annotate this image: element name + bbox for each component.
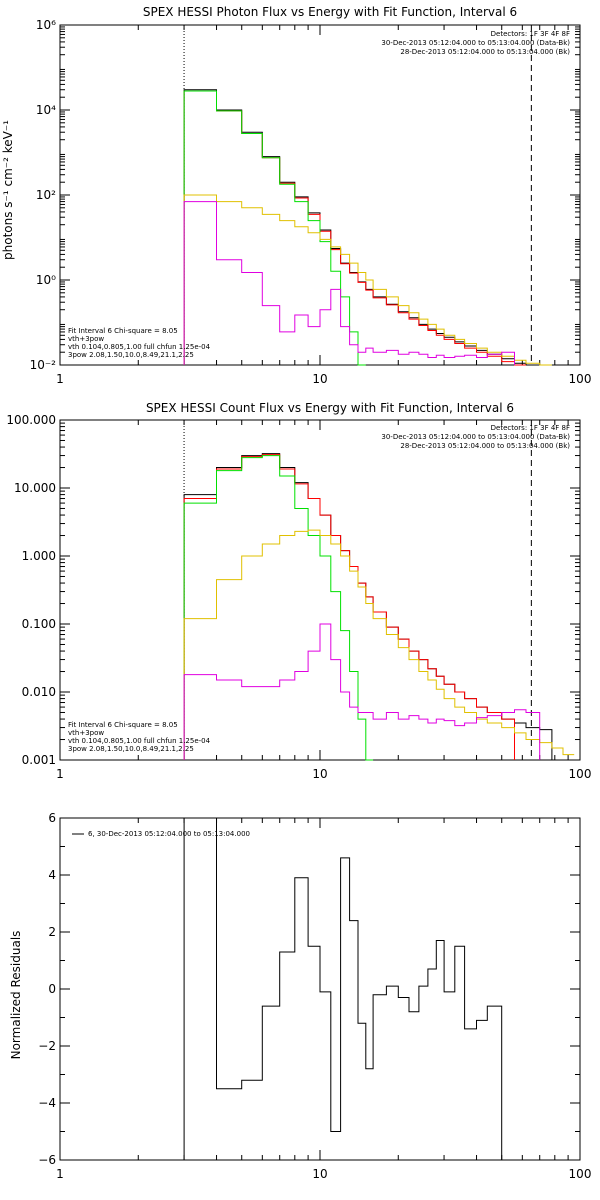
count-flux-y-tick-label: 0.001 xyxy=(22,753,56,767)
residuals-ticks: 1 10 100 −6 −4 −2 0 2 4 6 xyxy=(38,811,591,1181)
photon-flux-legend-line: vth 0.104,0.805,1.00 full chfun 1.25e-04 xyxy=(68,343,211,351)
photon-flux-series-4 xyxy=(183,201,515,365)
residuals-x-tick-label: 10 xyxy=(312,1167,327,1181)
residuals-y-tick-label: 4 xyxy=(48,868,56,882)
residuals-panel: Normalized Residuals 1 10 100 −6 −4 −2 0 2 4 6 6,… xyxy=(9,811,591,1181)
residuals-y-tick-label: 0 xyxy=(48,982,56,996)
residuals-y-tick-label: −6 xyxy=(38,1153,56,1167)
count-flux-legend-line: Fit Interval 6 Chi-square = 8.05 xyxy=(68,721,178,729)
photon-flux-title: SPEX HESSI Photon Flux vs Energy with Fi… xyxy=(143,5,517,19)
photon-flux-y-tick-label: 10⁰ xyxy=(36,273,56,287)
count-flux-x-tick-label: 100 xyxy=(569,767,592,781)
residuals-y-tick-label: −4 xyxy=(38,1096,56,1110)
photon-flux-series-0 xyxy=(183,89,527,365)
count-flux-panel: SPEX HESSI Count Flux vs Energy with Fit… xyxy=(6,401,591,781)
photon-flux-legend-line: Detectors: 1F 3F 4F 8F xyxy=(491,30,570,38)
count-flux-series-3 xyxy=(183,529,575,760)
photon-flux-series-2 xyxy=(183,90,366,366)
residuals-y-tick-label: 2 xyxy=(48,925,56,939)
photon-flux-y-tick-label: 10⁻² xyxy=(30,358,57,372)
residuals-y-tick-label: −2 xyxy=(38,1039,56,1053)
photon-flux-x-tick-label: 10 xyxy=(312,372,327,386)
residuals-ylabel: Normalized Residuals xyxy=(9,931,23,1060)
count-flux-ticks: 1 10 100 0.001 0.010 0.100 1.000 10.000 100.000 xyxy=(6,413,591,781)
count-flux-legend-bottomleft: Fit Interval 6 Chi-square = 8.05 vth+3po… xyxy=(68,721,211,753)
count-flux-y-tick-label: 10.000 xyxy=(14,481,56,495)
photon-flux-series xyxy=(183,89,552,366)
count-flux-series-2 xyxy=(183,455,374,761)
count-flux-x-tick-label: 1 xyxy=(56,767,64,781)
photon-flux-series-3 xyxy=(183,194,552,366)
photon-flux-legend-line: 3pow 2.08,1.50,10.0,8.49,21.1,2.25 xyxy=(68,351,194,359)
residuals-x-tick-label: 1 xyxy=(56,1167,64,1181)
count-flux-legend-line: 3pow 2.08,1.50,10.0,8.49,21.1,2.25 xyxy=(68,745,194,753)
count-flux-y-tick-label: 1.000 xyxy=(22,549,56,563)
residuals-series xyxy=(183,817,503,1160)
residuals-y-tick-label: 6 xyxy=(48,811,56,825)
photon-flux-y-tick-label: 10⁴ xyxy=(36,103,56,117)
count-flux-y-tick-label: 0.010 xyxy=(22,685,56,699)
photon-flux-legend-line: 30-Dec-2013 05:12:04.000 to 05:13:04.000… xyxy=(381,39,570,47)
residuals-x-tick-label: 100 xyxy=(569,1167,592,1181)
photon-flux-y-tick-label: 10² xyxy=(36,188,56,202)
residuals-legend-line: 6, 30-Dec-2013 05:12:04.000 to 05:13:04.… xyxy=(88,830,250,838)
photon-flux-panel: SPEX HESSI Photon Flux vs Energy with Fi… xyxy=(1,5,591,386)
photon-flux-x-tick-label: 100 xyxy=(569,372,592,386)
count-flux-legend-line: vth 0.104,0.805,1.00 full chfun 1.25e-04 xyxy=(68,737,211,745)
photon-flux-legend-line: vth+3pow xyxy=(68,335,104,343)
count-flux-legend-line: Detectors: 1F 3F 4F 8F xyxy=(491,424,570,432)
count-flux-legend-line: 28-Dec-2013 05:12:04.000 to 05:13:04.000… xyxy=(400,442,570,450)
photon-flux-legend-line: Fit Interval 6 Chi-square = 8.05 xyxy=(68,327,178,335)
count-flux-title: SPEX HESSI Count Flux vs Energy with Fit… xyxy=(146,401,514,415)
photon-flux-ylabel: photons s⁻¹ cm⁻² keV⁻¹ xyxy=(1,120,15,260)
photon-flux-legend-topright: Detectors: 1F 3F 4F 8F 30-Dec-2013 05:12… xyxy=(381,30,570,56)
residuals-legend: 6, 30-Dec-2013 05:12:04.000 to 05:13:04.… xyxy=(72,830,250,838)
photon-flux-y-tick-label: 10⁶ xyxy=(36,18,56,32)
photon-flux-ticks: 1 10 100 10⁻² 10⁰ 10² 10⁴ 10⁶ xyxy=(30,18,592,386)
count-flux-x-tick-label: 10 xyxy=(312,767,327,781)
count-flux-series-4 xyxy=(183,623,541,760)
photon-flux-legend-line: 28-Dec-2013 05:12:04.000 to 05:13:04.000… xyxy=(400,48,570,56)
count-flux-series xyxy=(183,453,575,761)
count-flux-legend-line: 30-Dec-2013 05:12:04.000 to 05:13:04.000… xyxy=(381,433,570,441)
count-flux-legend-line: vth+3pow xyxy=(68,729,104,737)
count-flux-y-tick-label: 100.000 xyxy=(6,413,56,427)
photon-flux-legend-bottomleft: Fit Interval 6 Chi-square = 8.05 vth+3po… xyxy=(68,327,211,359)
photon-flux-x-tick-label: 1 xyxy=(56,372,64,386)
count-flux-legend-topright: Detectors: 1F 3F 4F 8F 30-Dec-2013 05:12… xyxy=(381,424,570,450)
residuals-series-0 xyxy=(183,817,503,1160)
count-flux-y-tick-label: 0.100 xyxy=(22,617,56,631)
